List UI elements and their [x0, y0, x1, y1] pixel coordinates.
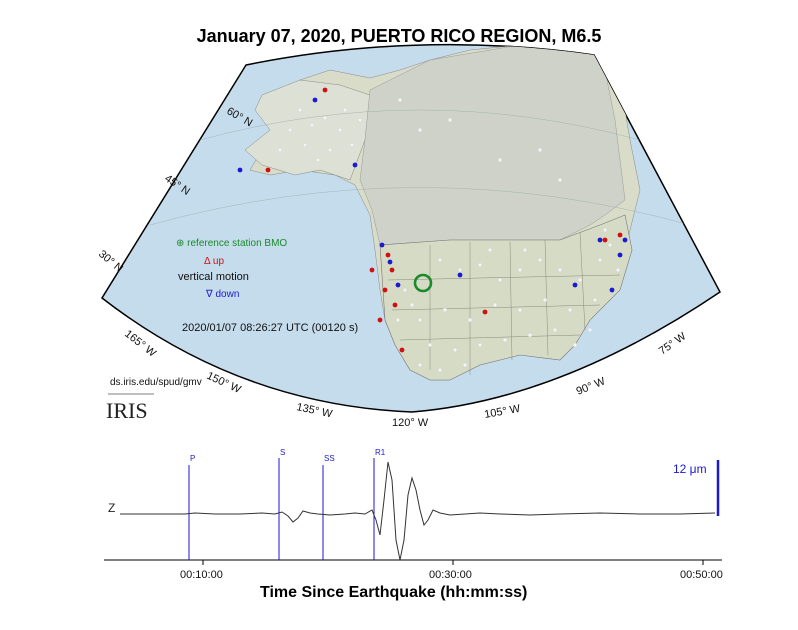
phase-label-p: P [190, 454, 195, 463]
station-markers-up [265, 87, 623, 353]
lon-label-120w: 120° W [392, 417, 429, 429]
phase-label-s: S [280, 448, 285, 457]
legend-down: ∇ down [205, 289, 239, 300]
page-title: January 07, 2020, PUERTO RICO REGION, M6… [196, 26, 602, 46]
component-label: Z [108, 501, 115, 515]
amplitude-scale-label: 12 μm [673, 462, 707, 476]
phase-label-ss: SS [324, 454, 335, 463]
legend-vertical-motion: vertical motion [178, 271, 249, 283]
iris-logo: IRIS [106, 398, 148, 423]
seismogram-panel: 00:10:00 00:30:00 00:50:00 Time Since Ea… [104, 448, 723, 601]
phase-label-r1: R1 [375, 448, 386, 457]
tick-label-50: 00:50:00 [680, 569, 723, 581]
legend-up: Δ up [204, 256, 224, 267]
station-markers [277, 97, 621, 373]
legend-reference: ⊕ reference station BMO [176, 238, 287, 249]
map-land-canada [359, 44, 626, 246]
x-axis-label: Time Since Earthquake (hh:mm:ss) [260, 584, 527, 601]
lon-label-105w: 105° W [483, 403, 521, 421]
lon-label-90w: 90° W [575, 375, 608, 398]
tick-label-30: 00:30:00 [429, 569, 472, 581]
lon-label-135w: 135° W [295, 401, 333, 420]
reference-station-marker [413, 273, 433, 293]
station-markers-down [237, 97, 628, 293]
source-url: ds.iris.edu/spud/gmv [110, 377, 202, 388]
lon-label-75w: 75° W [657, 330, 689, 357]
map-land-alaska [244, 79, 371, 181]
timestamp: 2020/01/07 08:26:27 UTC (00120 s) [182, 322, 358, 334]
seismogram-trace [120, 461, 716, 561]
tick-label-10: 00:10:00 [180, 569, 223, 581]
